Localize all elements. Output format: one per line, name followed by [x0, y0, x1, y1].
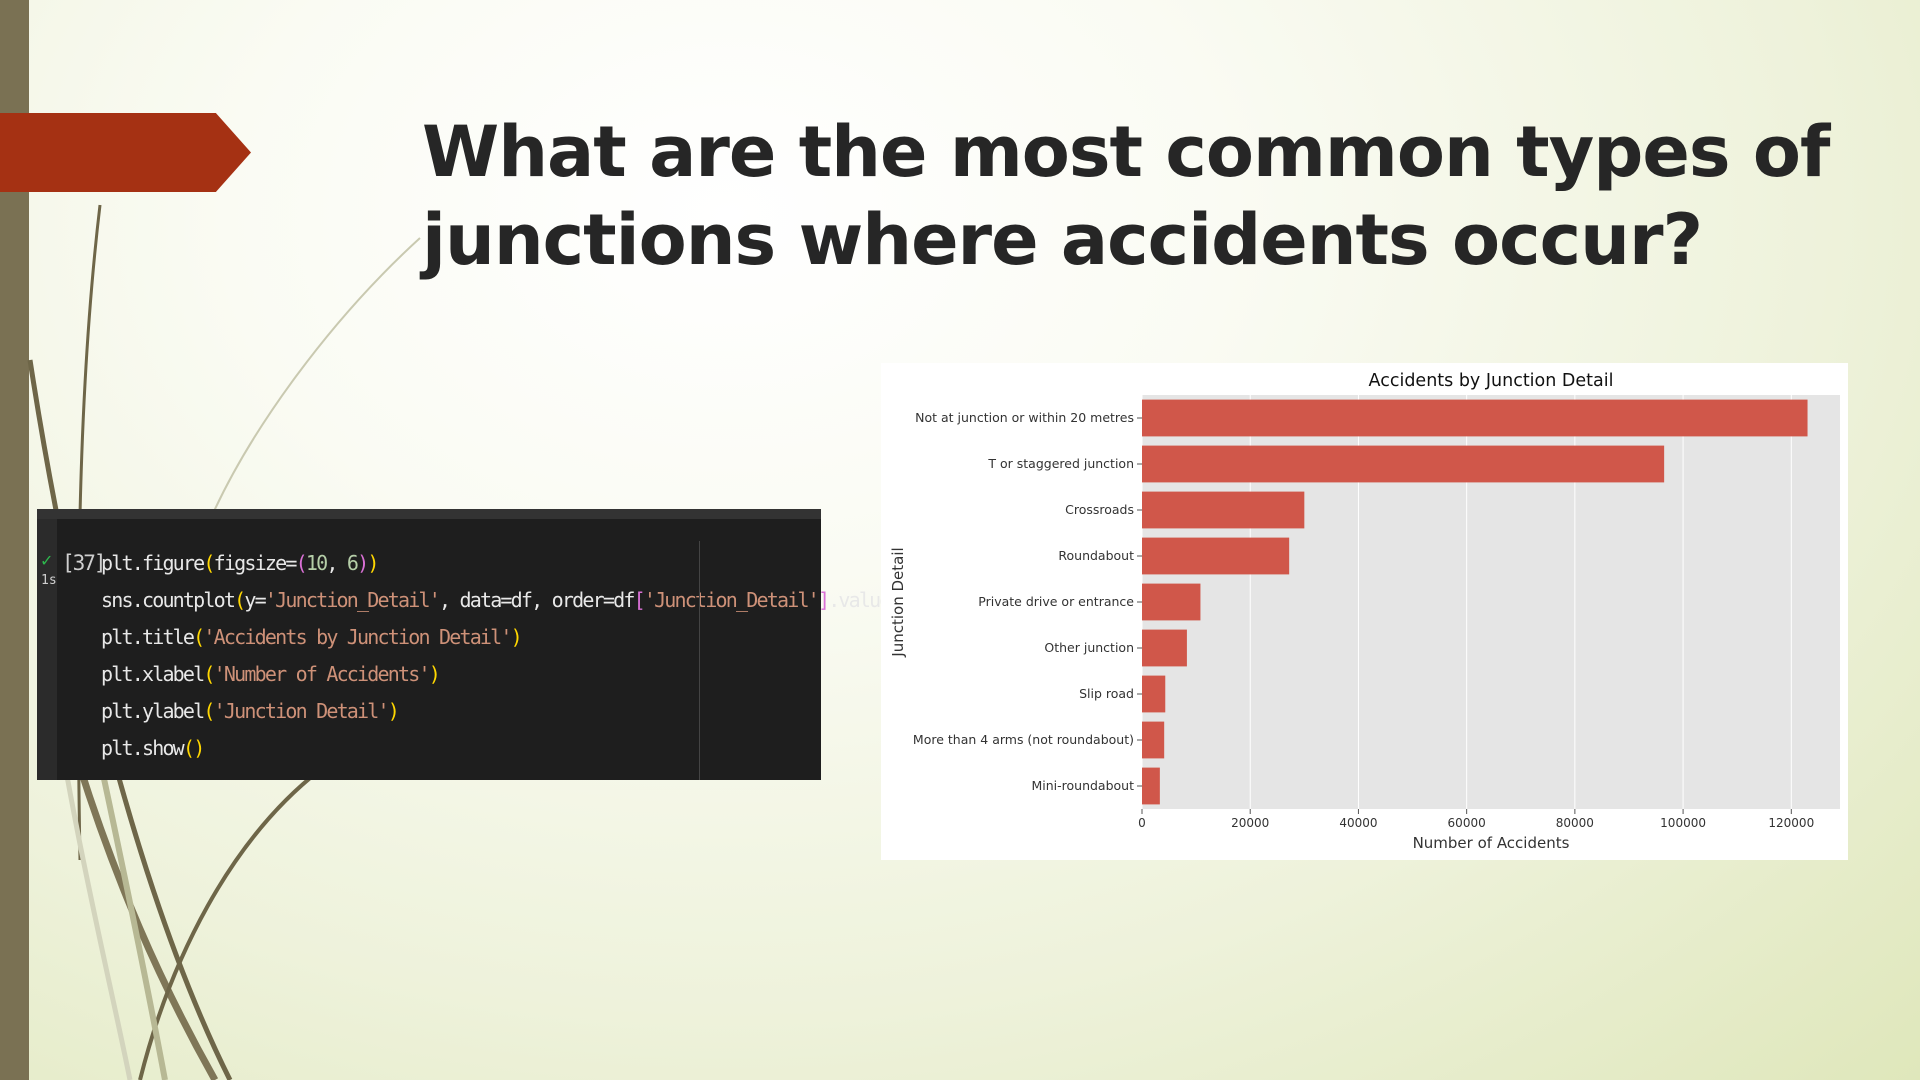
- bar: [1142, 767, 1160, 805]
- y-tick-label: Not at junction or within 20 metres: [915, 410, 1134, 425]
- run-success-check-icon: ✓: [40, 553, 54, 570]
- y-tick-label: Mini-roundabout: [1031, 778, 1134, 793]
- x-axis-label: Number of Accidents: [1413, 834, 1570, 852]
- x-tick-label: 60000: [1448, 816, 1486, 830]
- run-time: 1s: [41, 573, 57, 588]
- x-tick-label: 0: [1138, 816, 1146, 830]
- y-tick-label: Slip road: [1079, 686, 1134, 701]
- ruler-line: [699, 541, 700, 780]
- y-tick-label: Roundabout: [1058, 548, 1134, 563]
- code-line: plt.figure(figsize=(10, 6)): [101, 551, 379, 575]
- code-line: plt.title('Accidents by Junction Detail'…: [101, 625, 523, 649]
- x-tick-label: 40000: [1339, 816, 1377, 830]
- code-line: plt.xlabel('Number of Accidents'): [101, 662, 441, 686]
- y-tick-label: T or staggered junction: [987, 456, 1134, 471]
- x-tick-label: 20000: [1231, 816, 1269, 830]
- chart-card: 0 20000 40000 60000 80000 100000 120000 Not at …: [881, 363, 1848, 860]
- x-tick-label: 100000: [1660, 816, 1706, 830]
- code-cell[interactable]: ✓ 1s [37] plt.figure(figsize=(10, 6)) sns…: [37, 509, 1055, 780]
- bar: [1142, 491, 1305, 529]
- y-tick-label: Crossroads: [1065, 502, 1134, 517]
- x-tick-label: 120000: [1768, 816, 1814, 830]
- x-tick-label: 80000: [1556, 816, 1594, 830]
- bar: [1142, 675, 1166, 713]
- bar: [1142, 399, 1808, 437]
- cell-gutter: [37, 519, 57, 780]
- execution-count: [37]: [62, 551, 107, 575]
- code-editor[interactable]: plt.figure(figsize=(10, 6)) sns.countplot…: [101, 551, 1055, 773]
- bar-chart: 0 20000 40000 60000 80000 100000 120000 Not at …: [889, 371, 1840, 852]
- bar: [1142, 629, 1187, 667]
- chart-title: Accidents by Junction Detail: [1369, 371, 1614, 391]
- bar: [1142, 537, 1290, 575]
- bar: [1142, 721, 1165, 759]
- bar: [1142, 445, 1665, 483]
- y-tick-label: Other junction: [1044, 640, 1134, 655]
- code-line: plt.ylabel('Junction Detail'): [101, 699, 400, 723]
- code-line: plt.show(): [101, 736, 205, 760]
- bar: [1142, 583, 1201, 621]
- y-tick-label: Private drive or entrance: [978, 594, 1134, 609]
- y-axis-label: Junction Detail: [889, 547, 907, 657]
- title-arrow-tab: [0, 113, 251, 192]
- slide-title: What are the most common types of juncti…: [422, 111, 1830, 281]
- y-tick-label: More than 4 arms (not roundabout): [913, 732, 1134, 747]
